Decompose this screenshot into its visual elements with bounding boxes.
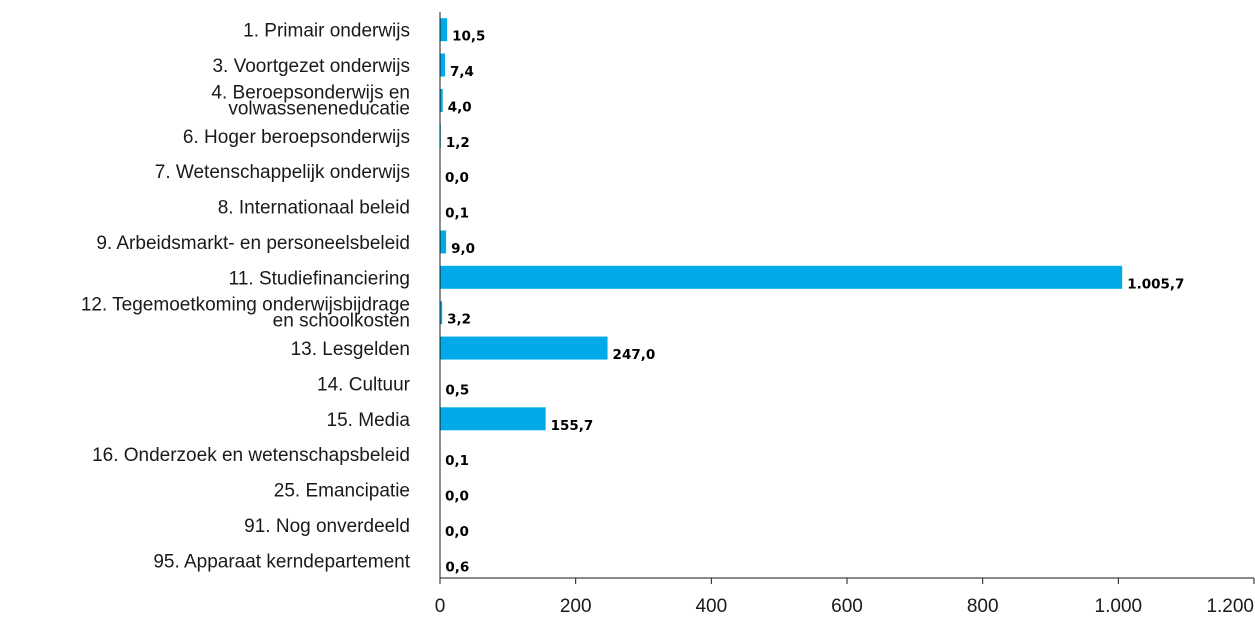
category-label-line: 12. Tegemoetkoming onderwijsbijdrage [81, 295, 410, 316]
category-label: 8. Internationaal beleid [218, 198, 410, 219]
x-tick-label: 600 [831, 596, 863, 617]
category-label-line: 4. Beroepsonderwijs en [211, 82, 410, 103]
x-tick-label: 1.200 [1206, 596, 1254, 617]
category-labels-group: 1. Primair onderwijs 3. Voortgezet onderw… [81, 21, 411, 573]
value-label: 0,0 [445, 170, 469, 186]
bar [440, 407, 546, 431]
category-label: 95. Apparaat kerndepartement [153, 551, 410, 572]
x-tick-label: 800 [967, 596, 999, 617]
bar [440, 230, 447, 254]
x-tick-label: 400 [695, 596, 727, 617]
bar [440, 88, 443, 112]
value-label: 0,5 [445, 382, 469, 398]
category-label: 9. Arbeidsmarkt- en personeelsbeleid [96, 233, 410, 254]
bar [440, 18, 448, 42]
value-label: 1,2 [446, 135, 470, 151]
value-label: 1.005,7 [1127, 276, 1184, 292]
category-label: 1. Primair onderwijs [243, 21, 410, 42]
category-label: 91. Nog onverdeeld [244, 516, 410, 537]
x-tick-label: 200 [560, 596, 592, 617]
category-label: 14. Cultuur [317, 374, 411, 395]
category-label: 4. Beroepsonderwijs en volwasseneneducati… [211, 82, 410, 119]
category-label: 11. Studiefinanciering [229, 268, 410, 289]
value-label: 9,0 [451, 241, 475, 257]
value-labels-group: 10,5 7,4 4,0 1,2 0,0 0,1 9,0 1.005,7 3,2 247,0 0,5… [445, 29, 1184, 576]
category-label: 12. Tegemoetkoming onderwijsbijdrage en s… [81, 295, 410, 332]
value-label: 10,5 [452, 29, 485, 45]
x-tick-label: 1.000 [1095, 596, 1143, 617]
category-label: 3. Voortgezet onderwijs [212, 56, 410, 77]
x-ticks-group: 0 200 400 600 800 1.000 1.200 [435, 578, 1255, 617]
value-label: 155,7 [551, 418, 594, 434]
category-label-line: en schoolkosten [273, 311, 410, 332]
value-label: 0,1 [445, 453, 469, 469]
bar [440, 53, 446, 77]
bar [440, 336, 608, 360]
value-label: 4,0 [448, 99, 472, 115]
bar [440, 265, 1123, 289]
category-label: 7. Wetenschappelijk onderwijs [155, 162, 410, 183]
value-label: 0,1 [445, 206, 469, 222]
category-label: 15. Media [327, 410, 411, 431]
value-label: 3,2 [447, 312, 471, 328]
value-label: 0,0 [445, 489, 469, 505]
category-label: 16. Onderzoek en wetenschapsbeleid [92, 445, 410, 466]
value-label: 247,0 [613, 347, 656, 363]
bar [440, 301, 443, 325]
value-label: 0,0 [445, 524, 469, 540]
bars-group [440, 18, 1123, 572]
category-label: 6. Hoger beroepsonderwijs [183, 127, 410, 148]
value-label: 7,4 [450, 64, 474, 80]
category-label: 13. Lesgelden [291, 339, 410, 360]
x-tick-label: 0 [435, 596, 446, 617]
category-label: 25. Emancipatie [274, 481, 410, 502]
value-label: 0,6 [445, 559, 469, 575]
category-label-line: volwasseneneducatie [228, 98, 410, 119]
